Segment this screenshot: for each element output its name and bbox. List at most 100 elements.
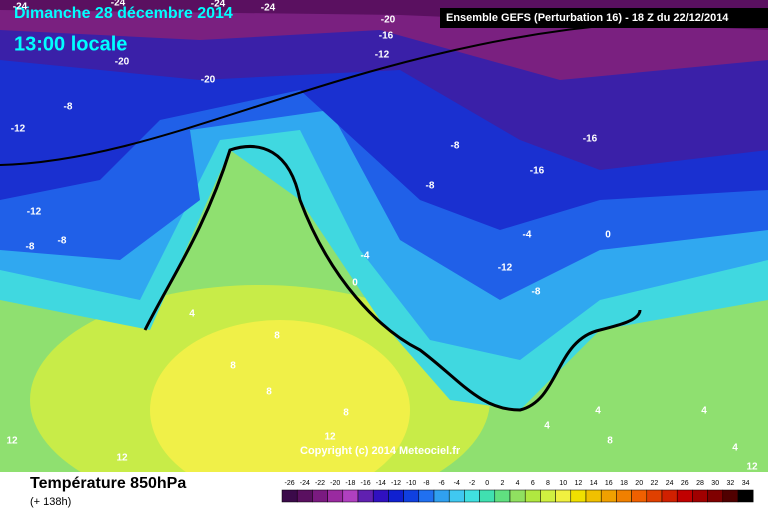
- map-label: -8: [451, 141, 460, 152]
- map-label: -24: [261, 3, 276, 14]
- colorbar-swatch: [418, 489, 435, 503]
- map-label: 4: [701, 406, 707, 417]
- colorbar-label: 30: [711, 480, 719, 487]
- map-label: 12: [116, 453, 128, 464]
- map-label: 0: [605, 230, 611, 241]
- colorbar-swatch: [464, 489, 480, 503]
- map-label: -20: [115, 57, 130, 68]
- colorbar-swatch: [661, 489, 678, 503]
- map-label: 8: [607, 436, 613, 447]
- colorbar-label: 20: [635, 480, 643, 487]
- date-title: Dimanche 28 décembre 2014: [14, 5, 233, 22]
- colorbar-swatch: [540, 489, 556, 503]
- map-label: 8: [274, 331, 280, 342]
- map-label: -8: [426, 181, 435, 192]
- map-label: -16: [379, 31, 394, 42]
- colorbar-label: 34: [742, 480, 750, 487]
- colorbar-label: -12: [391, 480, 401, 487]
- colorbar-label: -14: [376, 480, 386, 487]
- model-info: Ensemble GEFS (Perturbation 16) - 18 Z d…: [446, 12, 729, 24]
- colorbar-label: 26: [681, 480, 689, 487]
- map-label: 12: [324, 432, 336, 443]
- colorbar-label: 18: [620, 480, 628, 487]
- colorbar-label: 4: [516, 480, 520, 487]
- map-label: -20: [381, 15, 396, 26]
- colorbar-swatch: [342, 489, 359, 503]
- map-label: 8: [343, 408, 349, 419]
- colorbar-label: 24: [666, 480, 674, 487]
- map-label: -4: [361, 251, 370, 262]
- colorbar-swatch: [372, 489, 389, 503]
- colorbar-swatch: [585, 489, 602, 503]
- colorbar-swatch: [570, 489, 587, 503]
- colorbar-swatch: [448, 489, 465, 503]
- colorbar-label: -22: [315, 480, 325, 487]
- colorbar-label: 12: [575, 480, 583, 487]
- colorbar-label: -8: [423, 480, 429, 487]
- map-label: -8: [532, 287, 541, 298]
- map-label: -8: [58, 236, 67, 247]
- copyright: Copyright (c) 2014 Meteociel.fr: [300, 445, 461, 457]
- colorbar-label: -6: [438, 480, 444, 487]
- map-label: 12: [746, 462, 758, 473]
- warm-core: [150, 320, 410, 500]
- colorbar-swatch: [296, 489, 313, 503]
- map-label: -20: [201, 75, 216, 86]
- colorbar-label: -4: [454, 480, 460, 487]
- colorbar-swatch: [555, 489, 572, 503]
- colorbar-label: 2: [500, 480, 504, 487]
- colorbar-swatch: [676, 489, 693, 503]
- map-label: 8: [230, 361, 236, 372]
- map-label: 4: [732, 443, 738, 454]
- colorbar-label: -2: [469, 480, 475, 487]
- colorbar-label: 32: [727, 480, 735, 487]
- variable-name: Température 850hPa: [30, 475, 186, 492]
- colorbar-swatch: [357, 489, 374, 503]
- colorbar-swatch: [722, 489, 739, 503]
- colorbar-label: 0: [485, 480, 489, 487]
- colorbar-swatch: [433, 489, 450, 503]
- colorbar-swatch: [600, 489, 617, 503]
- cold-band: [0, 0, 768, 30]
- colorbar-label: -10: [406, 480, 416, 487]
- colorbar-swatch: [692, 489, 708, 503]
- colorbar-label: 10: [559, 480, 567, 487]
- colorbar-swatch: [312, 489, 328, 503]
- colorbar-swatch: [631, 489, 648, 503]
- isotherm-zero: [143, 145, 642, 412]
- map-label: -16: [583, 134, 598, 145]
- map-label: -12: [375, 50, 390, 61]
- colorbar-label: 14: [590, 480, 598, 487]
- map-label: 4: [544, 421, 550, 432]
- colorbar-label: 8: [546, 480, 550, 487]
- colorbar-swatch: [707, 489, 724, 503]
- colorbar-swatch: [281, 489, 298, 503]
- colorbar-label: -16: [361, 480, 371, 487]
- map-label: -8: [64, 102, 73, 113]
- map-label: 8: [266, 387, 272, 398]
- map-label: -24: [13, 2, 28, 13]
- map-label: -12: [27, 207, 42, 218]
- colorbar-label: 6: [531, 480, 535, 487]
- model-box: [440, 8, 768, 28]
- colorbar-swatch: [509, 489, 526, 503]
- map-label: 0: [352, 278, 358, 289]
- colorbar-swatch: [327, 489, 344, 503]
- colorbar-label: -18: [345, 480, 355, 487]
- map-label: 4: [595, 406, 601, 417]
- colorbar-swatch: [479, 489, 496, 503]
- map-label: -8: [26, 242, 35, 253]
- map-label: -16: [530, 166, 545, 177]
- colorbar-swatch: [494, 489, 511, 503]
- local-time: 13:00 locale: [14, 33, 127, 55]
- map-label: -4: [523, 230, 532, 241]
- colorbar-label: 28: [696, 480, 704, 487]
- colorbar-label: -24: [300, 480, 310, 487]
- colorbar-label: -26: [285, 480, 295, 487]
- map-label: -12: [498, 263, 513, 274]
- map-label: 4: [189, 309, 195, 320]
- map-label: -24: [211, 0, 226, 10]
- colorbar-swatch: [646, 489, 663, 503]
- colorbar-label: 16: [605, 480, 613, 487]
